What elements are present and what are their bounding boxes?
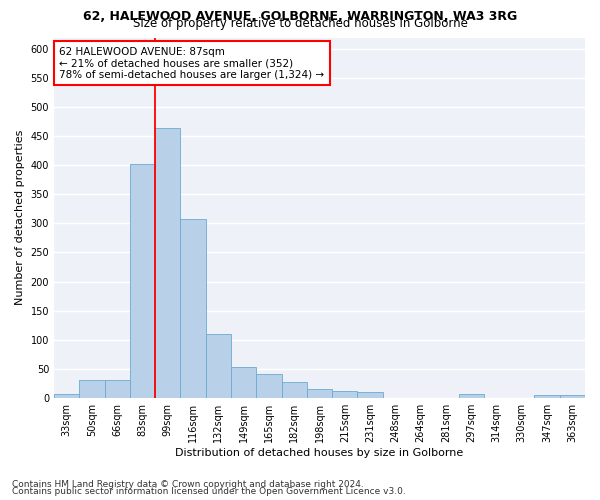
Bar: [458, 394, 484, 398]
Bar: [130, 164, 155, 398]
Bar: [155, 128, 181, 398]
Text: Contains HM Land Registry data © Crown copyright and database right 2024.: Contains HM Land Registry data © Crown c…: [12, 480, 364, 489]
Bar: [560, 395, 585, 398]
Bar: [104, 380, 130, 398]
Bar: [332, 390, 358, 398]
Bar: [79, 380, 104, 398]
Text: Contains public sector information licensed under the Open Government Licence v3: Contains public sector information licen…: [12, 487, 406, 496]
Bar: [206, 334, 231, 398]
X-axis label: Distribution of detached houses by size in Golborne: Distribution of detached houses by size …: [175, 448, 464, 458]
Bar: [535, 395, 560, 398]
Bar: [281, 382, 307, 398]
Bar: [231, 367, 256, 398]
Bar: [54, 394, 79, 398]
Bar: [307, 389, 332, 398]
Bar: [181, 220, 206, 398]
Text: 62 HALEWOOD AVENUE: 87sqm
← 21% of detached houses are smaller (352)
78% of semi: 62 HALEWOOD AVENUE: 87sqm ← 21% of detac…: [59, 46, 325, 80]
Text: Size of property relative to detached houses in Golborne: Size of property relative to detached ho…: [133, 18, 467, 30]
Bar: [256, 374, 281, 398]
Y-axis label: Number of detached properties: Number of detached properties: [15, 130, 25, 306]
Text: 62, HALEWOOD AVENUE, GOLBORNE, WARRINGTON, WA3 3RG: 62, HALEWOOD AVENUE, GOLBORNE, WARRINGTO…: [83, 10, 517, 23]
Bar: [358, 392, 383, 398]
